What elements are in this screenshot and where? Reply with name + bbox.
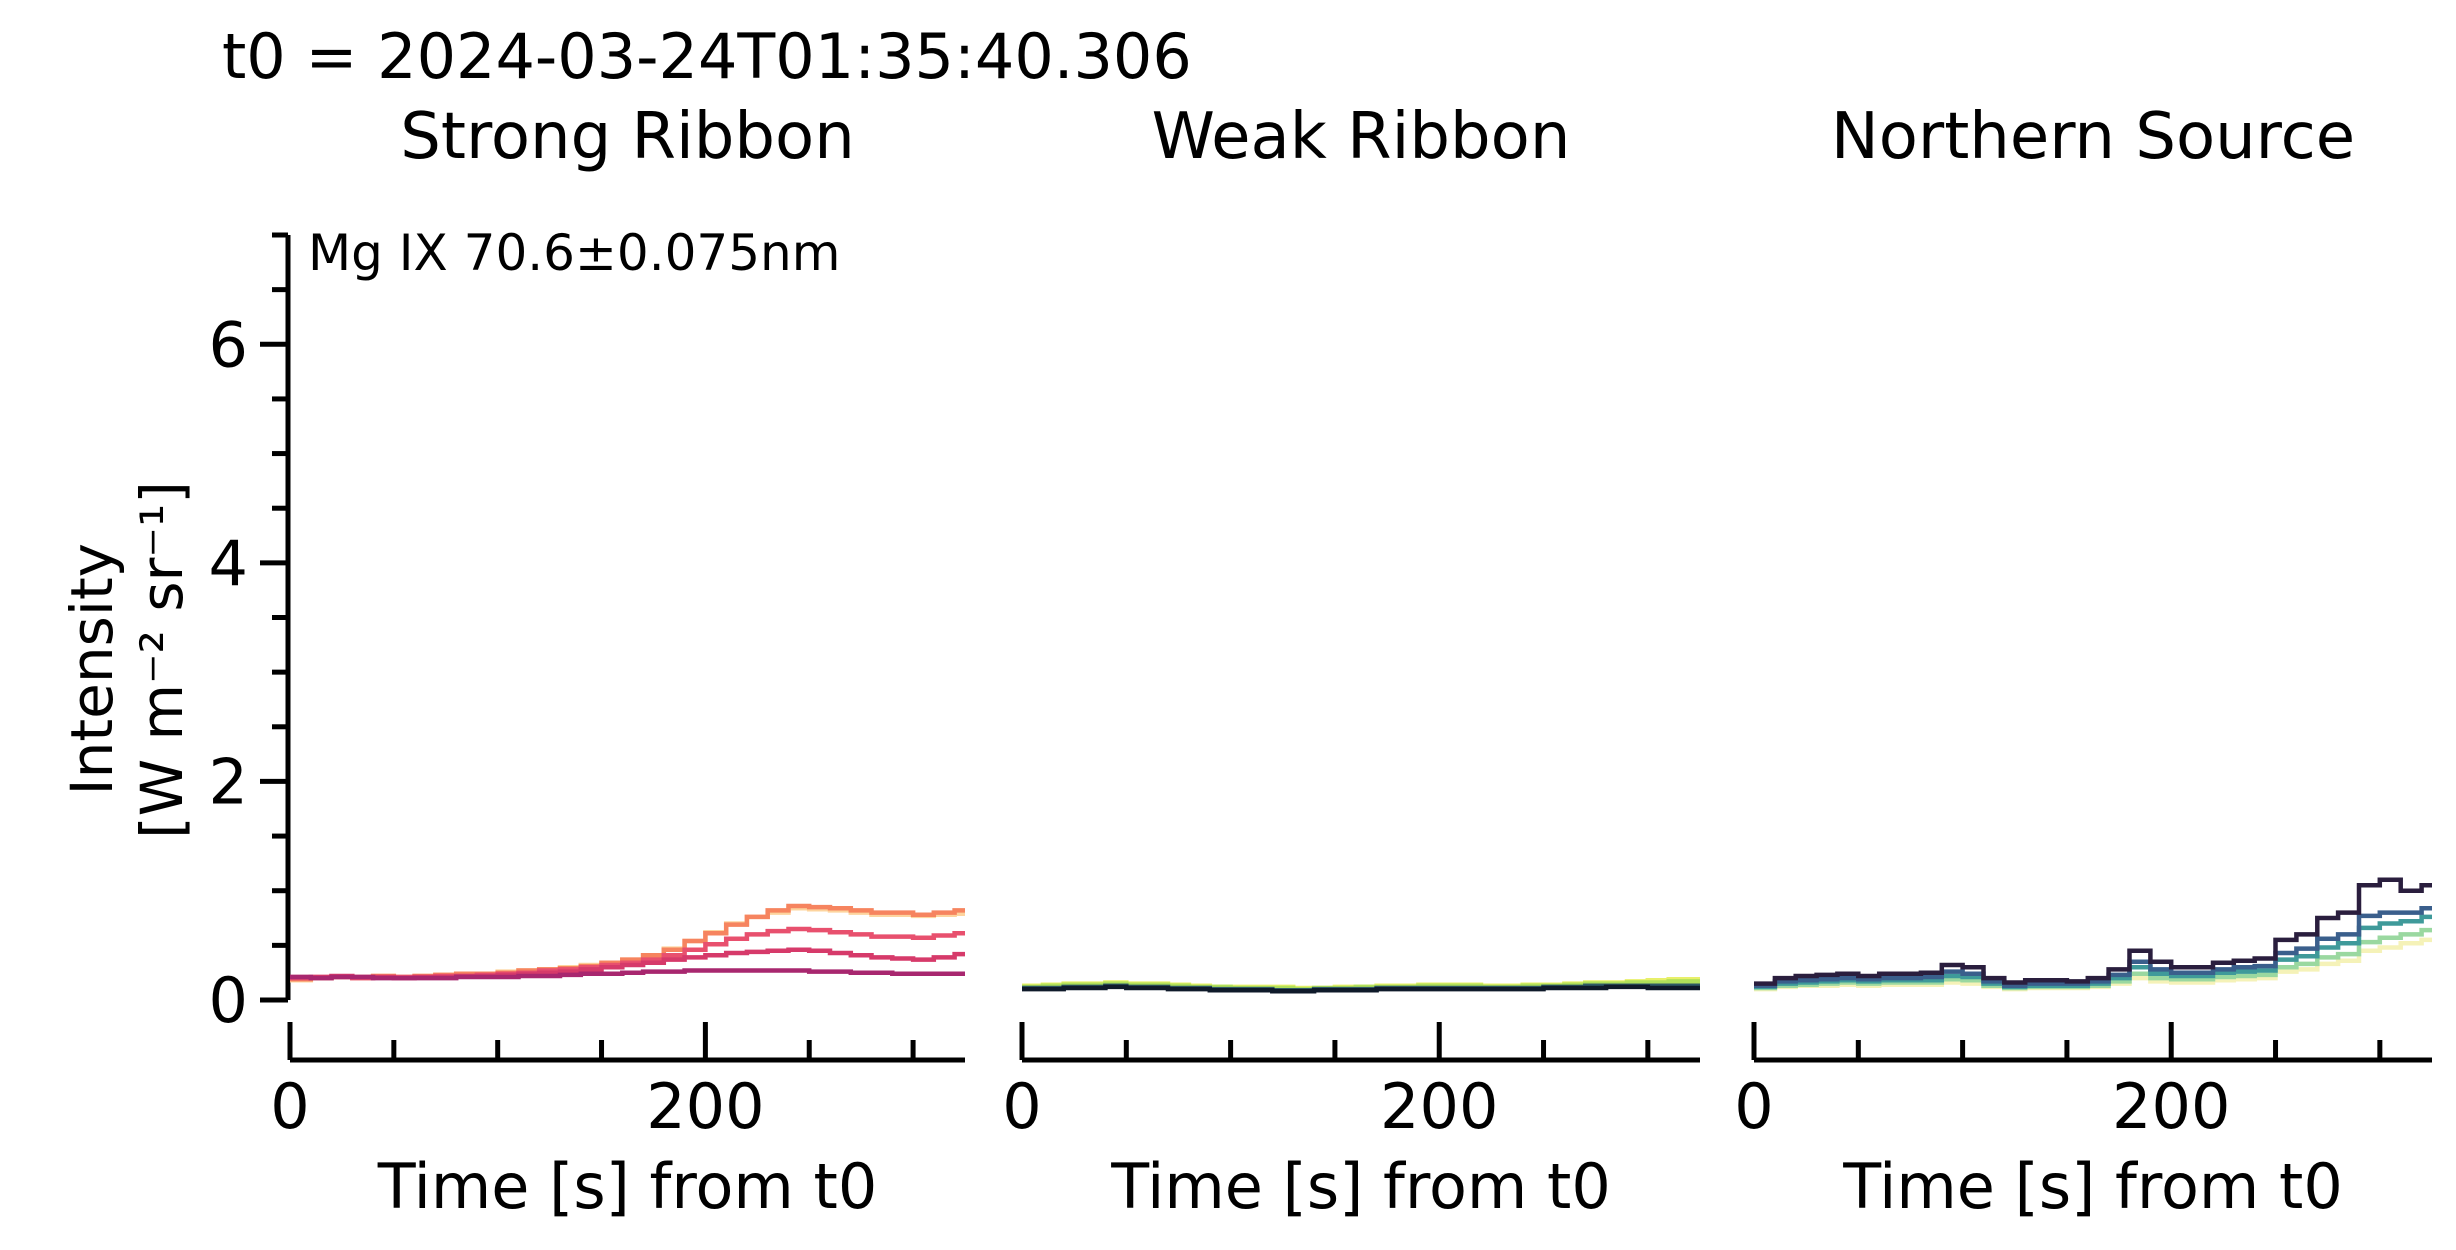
y-tick-label: 2 [209, 745, 248, 818]
series-line [290, 905, 965, 983]
panel-title: Weak Ribbon [1152, 100, 1571, 174]
panel-title: Northern Source [1831, 100, 2355, 174]
x-tick-label: 0 [1002, 1070, 1041, 1143]
y-tick-label: 4 [209, 527, 248, 600]
suptitle: t0 = 2024-03-24T01:35:40.306 [222, 20, 1192, 93]
y-tick-label: 6 [209, 308, 248, 381]
series-line [1754, 877, 2432, 986]
series-line [290, 968, 965, 981]
x-tick-label: 200 [646, 1070, 764, 1143]
x-axis-label: Time [s] from t0 [1842, 1150, 2343, 1223]
y-axis-label: Intensity [W m⁻² sr⁻¹] [58, 481, 196, 839]
x-tick-label: 0 [1734, 1070, 1773, 1143]
x-tick-label: 200 [1380, 1070, 1498, 1143]
x-tick-label: 0 [270, 1070, 309, 1143]
panel-title: Strong Ribbon [400, 100, 855, 174]
y-tick-label: 0 [209, 964, 248, 1037]
series-line [290, 903, 965, 982]
y-axis-label-line1: Intensity [58, 543, 126, 795]
series-line [1754, 905, 2432, 989]
line-annotation: Mg IX 70.6±0.075nm [308, 224, 840, 282]
y-axis-label-line2: [W m⁻² sr⁻¹] [128, 481, 196, 839]
x-axis-label: Time [s] from t0 [1110, 1150, 1611, 1223]
series-line [1022, 984, 1700, 994]
x-axis-label: Time [s] from t0 [377, 1150, 878, 1223]
x-tick-label: 200 [2112, 1070, 2230, 1143]
